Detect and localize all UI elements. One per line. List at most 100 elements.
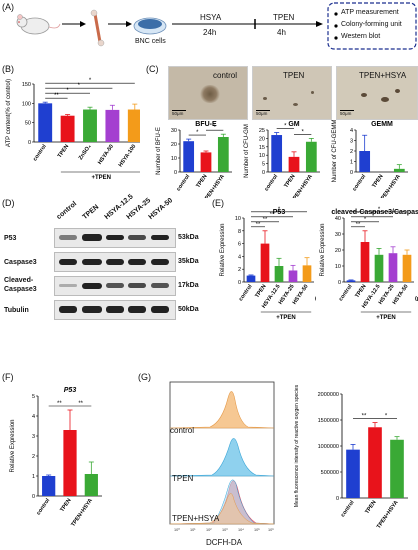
petri-dish-icon bbox=[133, 17, 167, 35]
unit-label: (μg/ml) bbox=[415, 296, 418, 302]
y-tick-label: 10 bbox=[171, 156, 177, 162]
flow-tick: 10² bbox=[206, 528, 212, 532]
p53-qpcr-chart: P53 0 1 2 3 4 5 Relative Expression control TPENT… bbox=[10, 387, 102, 528]
bar bbox=[105, 109, 120, 142]
chart-title: P53 bbox=[64, 387, 77, 394]
blot-row-label: Cleaved- Caspase3 bbox=[4, 277, 37, 293]
y-tick-label: 20 bbox=[335, 248, 341, 254]
sig-mark: ** bbox=[78, 401, 83, 407]
bar bbox=[368, 427, 382, 498]
y-tick-label: 1 bbox=[32, 474, 35, 480]
sig-mark: ** bbox=[356, 222, 361, 228]
chart-title: GM bbox=[288, 121, 299, 128]
cells-label: BNC cells bbox=[135, 38, 166, 45]
bar bbox=[183, 141, 195, 172]
y-tick-label: 100 bbox=[22, 101, 31, 107]
y-tick-label: 1 bbox=[350, 160, 353, 166]
group-label: +TPEN bbox=[276, 315, 296, 321]
flow-tick: 10¹ bbox=[190, 528, 196, 532]
sig-mark: * bbox=[196, 130, 199, 136]
panel-label-e: (E) bbox=[212, 198, 224, 208]
bar bbox=[63, 430, 77, 496]
y-tick-label: 0 bbox=[28, 140, 31, 146]
bar bbox=[388, 253, 398, 282]
category-label: TPEN bbox=[283, 174, 296, 189]
flow-label-control: control bbox=[170, 426, 195, 435]
bar bbox=[288, 156, 300, 172]
category-label: TPEN bbox=[59, 498, 72, 513]
flow-tick: 10³ bbox=[222, 528, 228, 532]
panel-label-c: (C) bbox=[146, 64, 159, 74]
outcome-wb: Western blot bbox=[341, 33, 381, 40]
y-axis-label: Number of CFU-GEMM bbox=[332, 120, 338, 183]
y-tick-label: 2 bbox=[32, 454, 35, 460]
y-tick-label: 1000000 bbox=[318, 444, 339, 450]
bar bbox=[390, 439, 404, 498]
y-tick-label: 0 bbox=[262, 170, 265, 176]
category-label: ZnSO₄ bbox=[78, 143, 93, 161]
flow-label-tpen: TPEN bbox=[172, 474, 194, 483]
y-tick-label: 6 bbox=[238, 242, 241, 248]
blot-tubulin bbox=[54, 300, 176, 320]
sig-mark: ** bbox=[256, 222, 261, 228]
bar bbox=[127, 109, 140, 142]
category-label: TPEN bbox=[57, 144, 70, 159]
y-tick-label: 0 bbox=[174, 170, 177, 176]
y-tick-label: 4 bbox=[238, 254, 241, 260]
flow-tick: 10⁰ bbox=[174, 528, 180, 532]
sig-mark: ** bbox=[270, 212, 275, 218]
kda-label: 53kDa bbox=[178, 234, 199, 241]
panel-label-f: (F) bbox=[2, 372, 14, 382]
scalebar-label: 50μm bbox=[340, 111, 352, 116]
y-tick-label: 0 bbox=[32, 494, 35, 500]
blot-row-label: Tubulin bbox=[4, 307, 29, 314]
y-tick-label: 0 bbox=[338, 280, 341, 286]
chart-title: BFU-E bbox=[195, 121, 217, 128]
workflow-diagram bbox=[16, 2, 417, 50]
chart-title: cleaved-Caspase3/Caspase3 bbox=[331, 209, 418, 216]
scalebar-label: 50μm bbox=[256, 111, 268, 116]
y-tick-label: 20 bbox=[171, 142, 177, 148]
bar bbox=[305, 141, 317, 172]
histogram-control bbox=[169, 391, 275, 429]
micrograph-tpen: TPEN 50μm bbox=[252, 66, 332, 120]
flow-tick: 10⁶ bbox=[268, 528, 274, 532]
sig-mark: * bbox=[378, 207, 381, 213]
flow-cytometry-histogram: 10⁰ 10¹ 10² 10³ 10⁴ 10⁵ 10⁶ bbox=[169, 381, 275, 532]
flow-tick: 10⁴ bbox=[238, 528, 244, 532]
sig-mark: * bbox=[301, 129, 304, 135]
kda-label: 35kDa bbox=[178, 258, 199, 265]
category-label: control bbox=[264, 173, 280, 192]
category-label: TPEN+HSYA bbox=[70, 498, 94, 528]
y-tick-label: 3 bbox=[32, 434, 35, 440]
unit-label: (μg/ml) bbox=[315, 296, 316, 302]
ros-chart: 0 500000 1000000 1500000 2000000 Mean fluores… bbox=[294, 384, 408, 530]
bar bbox=[83, 109, 97, 142]
blot-p53 bbox=[54, 228, 176, 248]
bar bbox=[288, 270, 298, 282]
outcome-atp: ATP measurement bbox=[341, 9, 399, 16]
scalebar-label: 50μm bbox=[172, 111, 184, 116]
y-axis-label: Number of BFU-E bbox=[156, 127, 162, 175]
panel-label-g: (G) bbox=[138, 372, 151, 382]
bar bbox=[200, 152, 212, 172]
y-tick-label: 10 bbox=[259, 153, 265, 159]
y-tick-label: 150 bbox=[22, 82, 31, 88]
bar bbox=[359, 151, 371, 172]
category-label: control bbox=[338, 283, 354, 302]
micrograph-label: control bbox=[213, 71, 238, 80]
y-axis-label: Mean fluorescence intensity of reactive … bbox=[294, 384, 300, 507]
lane-label: TPEN bbox=[81, 203, 101, 221]
bar bbox=[346, 280, 356, 282]
sig-mark: ** bbox=[54, 93, 59, 99]
bar bbox=[42, 476, 56, 496]
category-label: control bbox=[176, 173, 192, 192]
sig-mark: * bbox=[66, 88, 69, 94]
histogram-tpen bbox=[169, 438, 275, 477]
y-tick-label: 4 bbox=[32, 414, 35, 420]
y-tick-label: 40 bbox=[335, 216, 341, 222]
panel-label-a: (A) bbox=[2, 2, 14, 12]
y-axis-label: Number of CFU-GM bbox=[244, 124, 250, 178]
